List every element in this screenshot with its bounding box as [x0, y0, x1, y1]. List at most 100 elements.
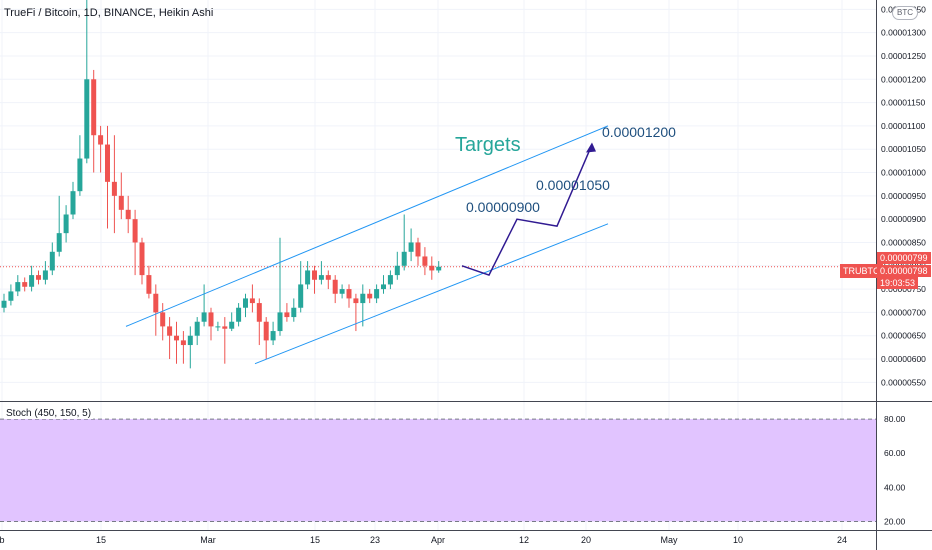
candle	[387, 270, 393, 290]
candle	[415, 237, 421, 266]
candle-body	[91, 79, 97, 136]
y-tick-label: 0.00001100	[881, 121, 926, 131]
candle-body	[77, 158, 83, 192]
x-tick-label: 24	[837, 535, 847, 545]
candle-body	[70, 191, 76, 215]
y-tick-label: 0.00000700	[881, 307, 926, 317]
candle-body	[249, 298, 255, 304]
candle-body	[284, 312, 290, 318]
candle-body	[263, 321, 269, 341]
candle-body	[353, 298, 359, 304]
y-tick-label: 0.00000950	[881, 191, 926, 201]
candle	[270, 321, 276, 346]
candle	[429, 256, 435, 280]
candle	[249, 284, 255, 313]
x-tick-label: Apr	[431, 535, 445, 545]
candle	[381, 275, 386, 294]
candle	[139, 237, 145, 285]
y-tick-label: 0.00001250	[881, 51, 926, 61]
candle	[125, 195, 131, 234]
candle-body	[415, 242, 421, 257]
candle	[305, 261, 311, 290]
candle	[422, 247, 428, 276]
candle-body	[429, 265, 435, 271]
y-tick-label: 0.00001050	[881, 144, 926, 154]
candle-body	[132, 219, 138, 243]
y-tick-label: 0.00001150	[881, 98, 926, 108]
channel-lower-line	[254, 223, 609, 365]
candle-body	[422, 256, 428, 266]
targets-label: Targets	[455, 134, 521, 156]
target-1-label: 0.00000900	[466, 199, 540, 215]
candle-body	[63, 214, 69, 234]
y-tick-label: 0.00000650	[881, 331, 926, 341]
candle	[229, 312, 235, 332]
price-tag-lower: 0.00000798	[877, 265, 931, 277]
candle	[63, 205, 69, 243]
candle	[256, 298, 262, 346]
symbol-tag: TRUBTC	[840, 264, 883, 278]
candle	[318, 261, 324, 285]
candle	[22, 277, 28, 292]
x-tick-label: 12	[519, 535, 529, 545]
candle-body	[436, 266, 442, 271]
candle	[77, 135, 83, 196]
stoch-tick-label: 60.00	[884, 448, 906, 458]
candle-body	[105, 144, 110, 182]
candle	[70, 181, 76, 220]
candle	[15, 275, 21, 297]
candle-body	[84, 79, 90, 159]
candle	[132, 209, 138, 276]
currency-badge[interactable]: BTC	[892, 6, 918, 20]
candle-body	[318, 275, 324, 280]
candle	[105, 125, 110, 229]
candle	[29, 265, 35, 292]
candle-body	[394, 265, 400, 276]
candle	[201, 284, 207, 327]
candle-body	[243, 298, 248, 308]
candle	[215, 321, 221, 332]
candle	[284, 303, 290, 322]
candle-body	[256, 303, 262, 322]
x-tick-label: May	[660, 535, 678, 545]
candle-body	[22, 282, 28, 287]
candle	[56, 195, 62, 257]
candle-body	[194, 321, 200, 336]
candle-body	[408, 242, 414, 252]
y-tick-label: 0.00000550	[881, 377, 926, 387]
stoch-band	[0, 419, 876, 522]
candle	[401, 214, 407, 271]
drawings	[125, 125, 609, 365]
x-tick-label: 15	[96, 535, 106, 545]
y-tick-label: 0.00001200	[881, 74, 926, 84]
candle	[360, 284, 366, 327]
x-tick-label: 23	[370, 535, 380, 545]
price-countdown: 19:03:53	[877, 277, 919, 289]
candle	[8, 284, 14, 306]
candle	[263, 317, 269, 360]
candle-body	[381, 284, 386, 290]
candle-body	[229, 321, 235, 329]
candle	[277, 237, 283, 336]
candle-body	[332, 279, 338, 294]
candle	[180, 331, 186, 364]
candle	[160, 303, 166, 341]
candle-body	[42, 270, 48, 280]
candle	[312, 265, 317, 294]
stoch-tick-label: 80.00	[884, 414, 906, 424]
candle-body	[222, 326, 228, 329]
candle-body	[36, 275, 41, 280]
candle-body	[139, 242, 145, 276]
projection-arrowhead	[586, 142, 596, 153]
candle	[298, 261, 304, 313]
candle-body	[208, 312, 214, 327]
candle-body	[401, 251, 407, 266]
stoch-label: Stoch (450, 150, 5)	[4, 408, 94, 419]
channel-upper-line	[125, 125, 609, 327]
y-tick-label: 0.00001300	[881, 28, 926, 38]
target-3-label: 0.00001200	[602, 124, 676, 140]
candle	[84, 0, 90, 164]
candle-body	[125, 209, 131, 220]
